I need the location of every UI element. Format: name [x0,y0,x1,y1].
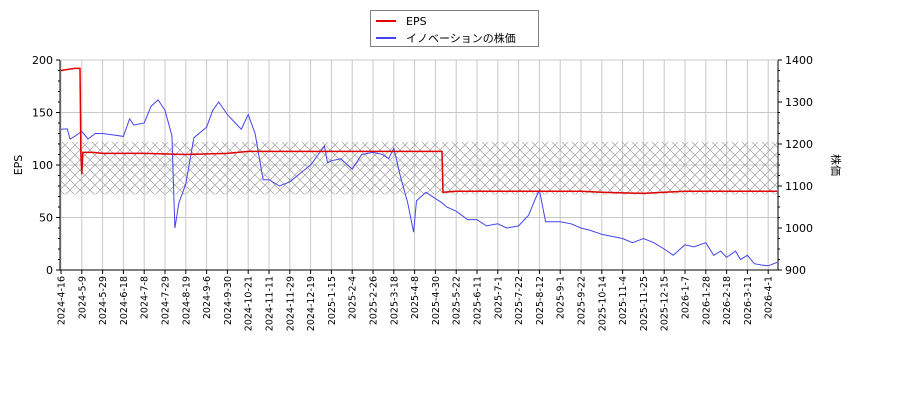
stock-line-swatch [376,37,396,39]
x-tick-label: 2026-1-7 [681,276,692,319]
x-tick-label: 2025-2-26 [369,276,380,325]
x-tick-label: 2026-2-18 [722,276,733,325]
x-tick-label: 2026-1-28 [701,276,712,325]
x-tick-label: 2025-7-1 [493,276,504,319]
legend: EPS イノベーションの株価 [370,10,539,47]
x-tick-label: 2025-10-14 [597,276,608,331]
right-tick-label: 1100 [785,180,813,193]
shaded-band [60,141,778,195]
x-tick-label: 2025-1-15 [327,276,338,325]
right-tick-label: 900 [785,264,806,277]
x-tick-label: 2024-6-18 [119,276,130,325]
x-tick-label: 2024-11-29 [285,276,296,331]
left-axis-label: EPS [12,155,25,176]
x-tick-label: 2025-11-4 [618,276,629,325]
stock-price-line [60,99,778,267]
x-tick-label: 2025-12-15 [660,276,671,331]
x-tick-label: 2024-7-29 [161,276,172,325]
x-tick-label: 2024-5-9 [77,276,88,319]
series [60,67,778,267]
right-tick-label: 1400 [785,54,813,67]
left-tick-label: 100 [32,159,53,172]
x-tick-label: 2025-2-4 [348,276,359,319]
axes [56,59,782,274]
x-tick-label: 2025-7-22 [514,276,525,325]
legend-label: EPS [406,14,427,28]
x-tick-label: 2024-11-11 [265,276,276,331]
left-tick-label: 50 [39,212,53,225]
x-tick-label: 2025-4-30 [431,276,442,325]
legend-item-eps: EPS [371,13,427,29]
x-tick-label: 2024-10-21 [244,276,255,331]
x-tick-label: 2024-9-6 [202,276,213,319]
x-tick-label: 2024-8-19 [181,276,192,325]
eps-line-swatch [376,20,396,22]
left-tick-label: 200 [32,54,53,67]
x-tick-label: 2025-11-25 [639,276,650,331]
x-tick-label: 2026-4-1 [764,276,775,319]
right-axis-label: 株価 [829,154,843,176]
x-tick-label: 2024-9-30 [223,276,234,325]
x-tick-label: 2025-8-12 [535,276,546,325]
x-tick-label: 2024-7-8 [140,276,151,319]
x-tick-label: 2025-6-11 [473,276,484,325]
x-tick-label: 2024-12-19 [306,276,317,331]
x-tick-label: 2025-4-8 [410,276,421,319]
x-tick-label: 2024-5-29 [98,276,109,325]
left-tick-label: 0 [46,264,53,277]
x-tick-label: 2025-9-22 [577,276,588,325]
x-tick-label: 2025-9-1 [556,276,567,319]
right-tick-label: 1200 [785,138,813,151]
tick-labels: 2024-4-16 2024-5-9 2024-5-29 2024-6-18 2024-… [32,54,813,331]
x-tick-label: 2024-4-16 [57,276,68,325]
legend-item-stock-price: イノベーションの株価 [371,30,516,46]
right-tick-label: 1300 [785,96,813,109]
right-tick-label: 1000 [785,222,813,235]
left-tick-label: 150 [32,107,53,120]
x-tick-label: 2025-3-18 [389,276,400,325]
x-tick-label: 2025-5-22 [452,276,463,325]
x-tick-label: 2026-3-11 [743,276,754,325]
eps-line [60,67,778,195]
legend-label: イノベーションの株価 [406,32,516,45]
